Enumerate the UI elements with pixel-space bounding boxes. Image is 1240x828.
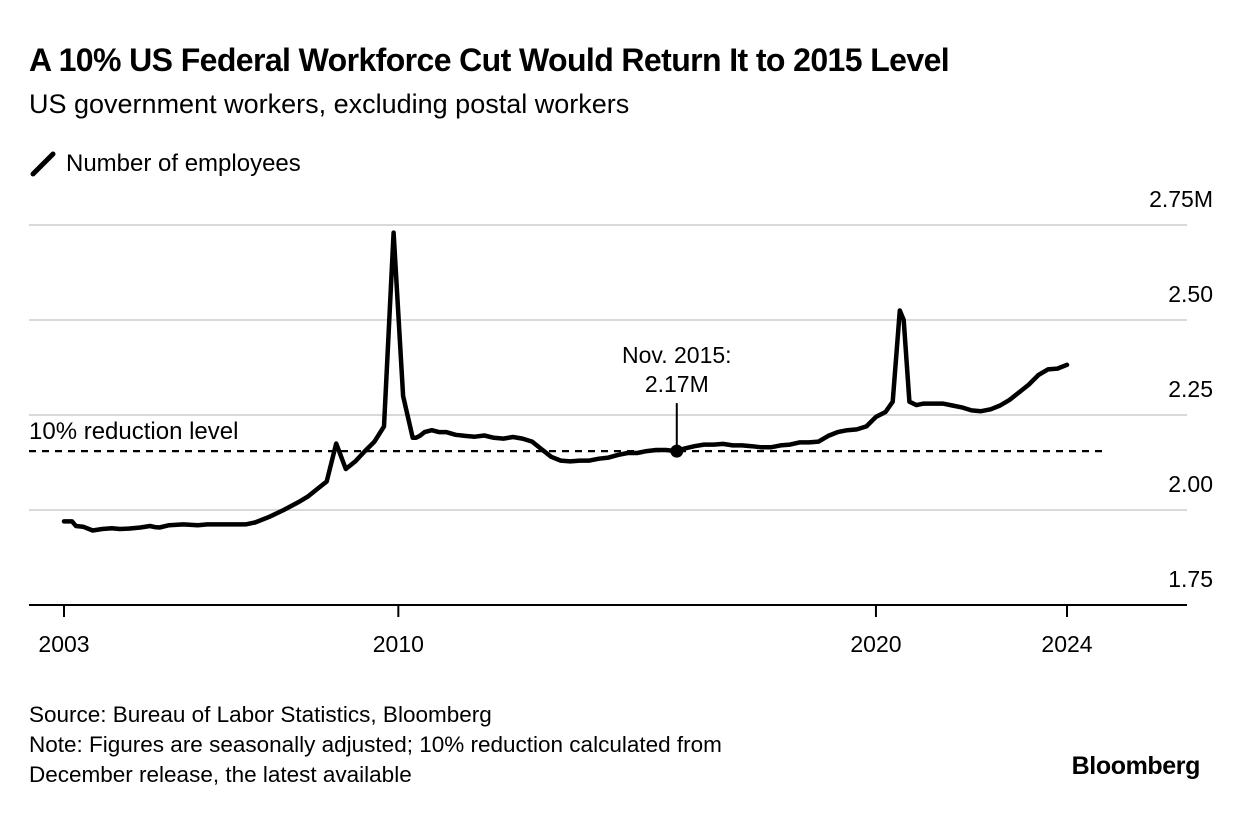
x-tick-label-0: 2003 <box>38 631 89 657</box>
note-line-2: December release, the latest available <box>29 762 412 787</box>
legend-label: Number of employees <box>66 150 301 177</box>
reference-line-label: 10% reduction level <box>29 418 238 445</box>
annotation-marker <box>670 444 684 458</box>
y-tick-label-1: 2.50 <box>1168 281 1213 307</box>
line-chart: 2.75M 2.50 2.25 2.00 1.75 10% reduction leve… <box>29 186 1213 657</box>
line-swatch-icon <box>30 151 56 177</box>
footer-notes: Source: Bureau of Labor Statistics, Bloo… <box>29 700 722 790</box>
chart-title: A 10% US Federal Workforce Cut Would Ret… <box>29 42 950 78</box>
grid-lines <box>29 224 1187 511</box>
x-tick-label-2: 2020 <box>850 631 901 657</box>
note-line-1: Note: Figures are seasonally adjusted; 1… <box>29 732 722 757</box>
chart-subtitle: US government workers, excluding postal … <box>29 89 630 119</box>
y-axis-labels: 2.75M 2.50 2.25 2.00 1.75 <box>1149 186 1213 592</box>
series-line-0 <box>61 230 1070 533</box>
y-tick-label-2: 2.25 <box>1168 376 1213 402</box>
legend: Number of employees <box>29 150 301 178</box>
y-tick-label-0: 2.75M <box>1149 186 1213 212</box>
annotation-label-line-2: 2.17M <box>645 371 709 397</box>
annotation-group: Nov. 2015: 2.17M <box>622 342 732 458</box>
source-text: Source: Bureau of Labor Statistics, Bloo… <box>29 702 492 727</box>
series-group <box>61 230 1070 533</box>
y-tick-label-4: 1.75 <box>1168 566 1213 592</box>
x-tick-label-1: 2010 <box>373 631 424 657</box>
y-tick-label-3: 2.00 <box>1168 471 1213 497</box>
x-tick-label-3: 2024 <box>1041 631 1092 657</box>
annotation-label-line-1: Nov. 2015: <box>622 342 732 368</box>
brand-logo: Bloomberg <box>1071 752 1201 780</box>
reference-line-group: 10% reduction level <box>29 418 1103 453</box>
x-axis: 2003 2010 2020 2024 <box>29 604 1187 657</box>
